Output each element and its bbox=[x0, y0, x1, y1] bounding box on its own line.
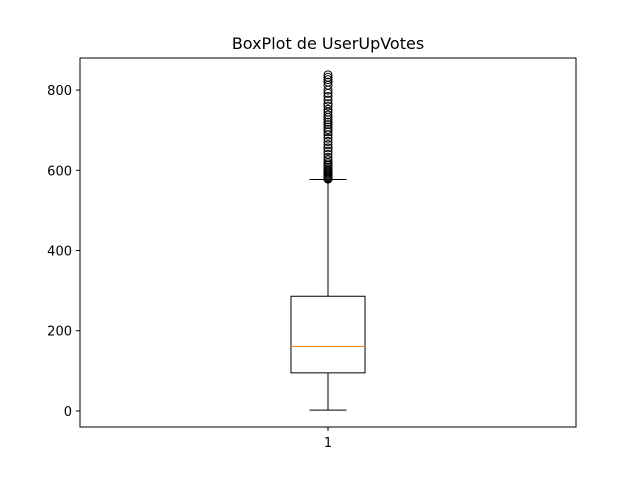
plot-area: 0 200 400 600 800 1 bbox=[47, 70, 366, 451]
outlier-point bbox=[323, 124, 333, 134]
y-tick-label: 800 bbox=[47, 84, 72, 99]
outlier-point bbox=[323, 77, 333, 87]
x-tick-label: 1 bbox=[324, 436, 332, 451]
outlier-point bbox=[323, 92, 333, 102]
outlier-point bbox=[323, 136, 333, 146]
outlier-point bbox=[323, 99, 333, 109]
iqr-box bbox=[290, 295, 366, 374]
outlier-point bbox=[323, 101, 333, 111]
y-tick-label: 200 bbox=[47, 325, 72, 340]
outlier-point bbox=[323, 110, 333, 120]
outlier-point bbox=[323, 127, 333, 137]
outlier-point bbox=[323, 122, 333, 132]
outlier-point bbox=[323, 146, 333, 156]
outlier-point bbox=[323, 140, 333, 150]
outlier-point bbox=[323, 95, 333, 105]
outlier-point bbox=[323, 155, 333, 165]
outlier-point bbox=[323, 75, 333, 85]
outlier-point bbox=[323, 72, 333, 82]
y-tick-label: 0 bbox=[64, 405, 72, 420]
outlier-point bbox=[323, 133, 333, 143]
outlier-point bbox=[323, 143, 333, 153]
outlier-point bbox=[323, 70, 333, 80]
outlier-point bbox=[323, 104, 333, 114]
y-tick-label: 600 bbox=[47, 164, 72, 179]
outlier-point bbox=[323, 117, 333, 127]
y-tick-label: 400 bbox=[47, 245, 72, 260]
chart-title: BoxPlot de UserUpVotes bbox=[232, 34, 424, 53]
outlier-point bbox=[323, 149, 333, 159]
outlier-point bbox=[323, 152, 333, 162]
outlier-point bbox=[323, 120, 333, 130]
